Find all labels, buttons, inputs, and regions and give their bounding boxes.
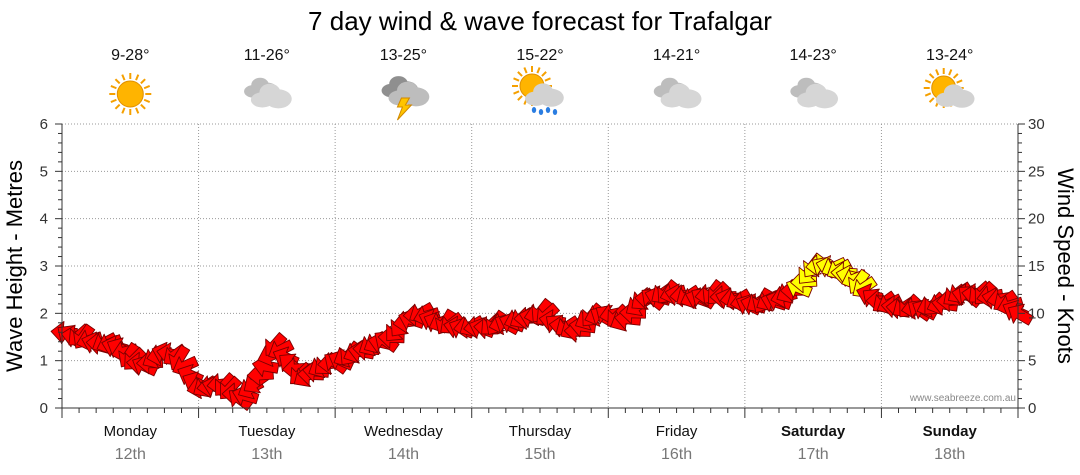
right-axis-label: Wind Speed - Knots bbox=[1053, 168, 1078, 364]
left-tick-label: 5 bbox=[40, 163, 48, 180]
sun-ray bbox=[114, 103, 121, 110]
cloud-puff bbox=[943, 84, 964, 101]
day-name-label: Sunday bbox=[923, 423, 978, 440]
sun-ray bbox=[956, 79, 963, 84]
sun-showers-icon bbox=[512, 66, 564, 115]
lightning-bolt bbox=[396, 97, 413, 121]
day-name-label: Saturday bbox=[781, 423, 846, 440]
day-name-label: Monday bbox=[104, 423, 158, 440]
right-tick-label: 5 bbox=[1028, 353, 1036, 370]
day-name-label: Tuesday bbox=[238, 423, 295, 440]
left-tick-label: 4 bbox=[40, 211, 48, 228]
left-tick-label: 2 bbox=[40, 305, 48, 322]
sun-ray bbox=[135, 74, 140, 81]
cloud-puff bbox=[533, 83, 553, 100]
day-temperature: 15-22° bbox=[516, 47, 563, 64]
left-tick-label: 6 bbox=[40, 116, 48, 133]
credit-text: www.seabreeze.com.au bbox=[909, 393, 1016, 404]
sun-ray bbox=[928, 73, 935, 79]
left-tick-label: 0 bbox=[40, 400, 48, 417]
day-date-label: 17th bbox=[798, 446, 829, 463]
left-axis-label: Wave Height - Metres bbox=[2, 160, 27, 372]
sun-ray bbox=[110, 85, 117, 90]
sunny-icon bbox=[109, 73, 152, 115]
sun-ray bbox=[928, 97, 935, 103]
left-tick-label: 1 bbox=[40, 353, 48, 370]
day-temperature: 13-24° bbox=[926, 47, 973, 64]
day-date-label: 13th bbox=[251, 446, 282, 463]
partly-cloudy-icon bbox=[923, 68, 975, 108]
sun-ray bbox=[544, 77, 551, 82]
sun-ray bbox=[523, 67, 528, 74]
cloudy-icon bbox=[653, 77, 702, 109]
sun-ray bbox=[135, 107, 140, 114]
sun-ray bbox=[541, 71, 547, 77]
sun-ray bbox=[948, 69, 953, 76]
day-date-label: 12th bbox=[115, 446, 146, 463]
sun-ray bbox=[517, 71, 523, 77]
day-date-label: 16th bbox=[661, 446, 692, 463]
sun-ray bbox=[143, 98, 151, 103]
sun-ray bbox=[924, 79, 932, 84]
sun-ray bbox=[121, 107, 126, 114]
sun-ray bbox=[513, 77, 520, 82]
storm-icon bbox=[381, 76, 430, 121]
left-tick-label: 3 bbox=[40, 258, 48, 275]
cloud-puff bbox=[397, 81, 418, 99]
cloud-puff bbox=[259, 83, 281, 101]
right-tick-label: 10 bbox=[1028, 305, 1045, 322]
rain-drop bbox=[545, 107, 551, 113]
sun-ray bbox=[952, 73, 959, 79]
day-temperature: 11-26° bbox=[244, 47, 290, 64]
right-tick-label: 30 bbox=[1028, 116, 1045, 133]
cloud-puff bbox=[805, 83, 827, 101]
rain-drop bbox=[552, 109, 558, 115]
sun-ray bbox=[114, 78, 121, 85]
wind-arrow bbox=[1008, 303, 1034, 326]
cloudy-icon bbox=[244, 77, 292, 109]
day-temperature: 13-25° bbox=[380, 47, 427, 64]
rain-drop bbox=[531, 107, 537, 113]
sun-ray bbox=[140, 78, 146, 85]
cloud-puff bbox=[669, 83, 691, 101]
sun-ray bbox=[110, 98, 117, 103]
day-name-label: Wednesday bbox=[364, 423, 443, 440]
sun-ray bbox=[140, 103, 146, 110]
day-date-label: 15th bbox=[524, 446, 555, 463]
day-date-label: 18th bbox=[934, 446, 965, 463]
sun-ray bbox=[536, 67, 541, 74]
cloudy-icon bbox=[790, 77, 839, 109]
day-temperature: 9-28° bbox=[111, 47, 149, 64]
day-name-label: Thursday bbox=[509, 423, 572, 440]
sun-ray bbox=[513, 90, 520, 95]
right-tick-label: 25 bbox=[1028, 163, 1045, 180]
day-name-label: Friday bbox=[656, 423, 698, 440]
sun-disc bbox=[116, 80, 144, 108]
sun-ray bbox=[121, 74, 126, 81]
day-date-label: 14th bbox=[388, 446, 419, 463]
day-temperature: 14-21° bbox=[653, 47, 700, 64]
right-tick-label: 20 bbox=[1028, 211, 1045, 228]
chart-title: 7 day wind & wave forecast for Trafalgar bbox=[308, 6, 772, 36]
sun-ray bbox=[143, 85, 151, 90]
right-tick-label: 15 bbox=[1028, 258, 1045, 275]
sun-ray bbox=[924, 92, 932, 97]
rain-drop bbox=[538, 109, 544, 115]
right-tick-label: 0 bbox=[1028, 400, 1036, 417]
sun-ray bbox=[935, 69, 940, 76]
day-temperature: 14-23° bbox=[789, 47, 836, 64]
sun-ray bbox=[517, 95, 523, 101]
